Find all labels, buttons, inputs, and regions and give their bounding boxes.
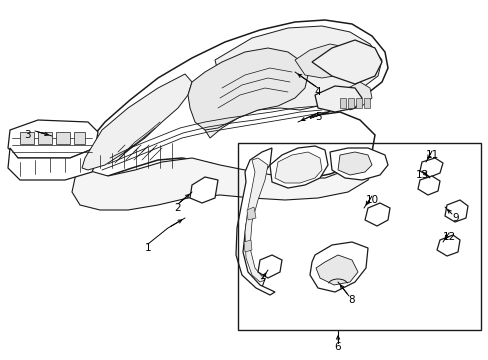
Polygon shape — [258, 255, 282, 278]
Polygon shape — [355, 98, 361, 108]
Polygon shape — [329, 148, 387, 180]
Text: 1: 1 — [144, 243, 151, 253]
Text: 3: 3 — [23, 130, 30, 140]
Text: 8: 8 — [348, 295, 355, 305]
Text: 10: 10 — [365, 195, 378, 205]
Polygon shape — [72, 155, 374, 210]
Polygon shape — [8, 148, 98, 180]
Polygon shape — [363, 98, 369, 108]
Polygon shape — [74, 132, 85, 144]
Polygon shape — [38, 132, 52, 144]
Polygon shape — [20, 132, 34, 144]
Polygon shape — [436, 235, 459, 256]
Polygon shape — [347, 98, 353, 108]
Text: 6: 6 — [334, 342, 341, 352]
Polygon shape — [246, 207, 256, 220]
Bar — [238, 143, 480, 330]
Polygon shape — [236, 148, 274, 295]
Polygon shape — [56, 132, 70, 144]
Polygon shape — [417, 176, 439, 195]
Polygon shape — [337, 152, 371, 175]
Text: 5: 5 — [314, 112, 321, 122]
Polygon shape — [339, 98, 346, 108]
Polygon shape — [315, 255, 357, 285]
Polygon shape — [364, 203, 389, 226]
Text: 2: 2 — [174, 203, 181, 213]
Polygon shape — [8, 120, 98, 158]
Polygon shape — [190, 177, 218, 203]
Polygon shape — [444, 200, 467, 222]
Polygon shape — [244, 158, 267, 282]
Text: 9: 9 — [452, 213, 458, 223]
Text: 12: 12 — [442, 232, 455, 242]
Polygon shape — [419, 158, 442, 177]
Polygon shape — [339, 82, 371, 110]
Polygon shape — [314, 86, 361, 112]
Polygon shape — [78, 20, 387, 180]
Polygon shape — [82, 74, 192, 170]
Polygon shape — [294, 44, 361, 78]
Polygon shape — [204, 26, 381, 138]
Polygon shape — [187, 48, 307, 130]
Polygon shape — [311, 40, 381, 84]
Text: 11: 11 — [425, 150, 438, 160]
Polygon shape — [269, 146, 327, 188]
Text: 4: 4 — [314, 87, 321, 97]
Polygon shape — [309, 242, 367, 292]
Text: 13: 13 — [414, 170, 428, 180]
Text: 7: 7 — [258, 278, 265, 288]
Polygon shape — [244, 240, 251, 252]
Polygon shape — [274, 152, 321, 183]
